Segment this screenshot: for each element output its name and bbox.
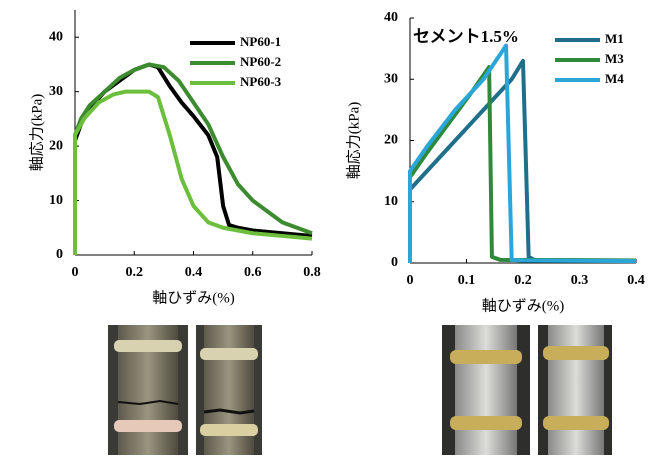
band [543,416,609,430]
y-tick-label: 0 [391,255,398,270]
y-tick-label: 0 [56,247,63,262]
x-axis-label: 軸ひずみ(%) [152,289,235,306]
x-tick-label: 0.3 [571,273,589,288]
crack [117,399,179,406]
band [450,416,522,430]
x-tick-label: 0.2 [514,273,532,288]
y-tick-label: 20 [49,138,63,153]
x-axis-label: 軸ひずみ(%) [482,297,565,314]
band [450,350,522,364]
photos [108,325,612,455]
specimen [548,325,604,455]
data-line [73,62,313,255]
x-tick-label: 0.1 [458,273,476,288]
annotation: セメント1.5% [413,27,519,46]
y-tick-label: 30 [384,71,398,86]
band [200,424,258,436]
x-tick-label: 0.4 [627,273,645,288]
y-axis-label: 軸応力(kPa) [345,102,362,180]
data-line [73,62,313,255]
data-line [73,89,313,255]
y-tick-label: 40 [49,29,63,44]
y-tick-label: 20 [384,133,398,148]
specimen [455,325,517,455]
legend-label: NP60-1 [240,34,281,49]
band [200,348,258,360]
legend-label: M4 [605,71,624,86]
band [114,420,182,432]
data-line [408,58,637,263]
x-tick-label: 0 [72,265,79,280]
x-tick-label: 0.2 [126,265,144,280]
legend-label: NP60-2 [240,54,281,69]
crack [203,408,255,415]
x-tick-label: 0.6 [244,265,262,280]
y-tick-label: 30 [49,84,63,99]
x-tick-label: 0.8 [303,265,321,280]
y-tick-label: 10 [384,194,398,209]
x-tick-label: 0.4 [185,265,203,280]
legend-label: NP60-3 [240,74,282,89]
y-tick-label: 10 [49,193,63,208]
band [114,340,182,352]
x-tick-label: 0 [407,273,414,288]
y-axis-label: 軸応力(kPa) [28,94,45,172]
band [543,346,609,360]
y-tick-label: 40 [384,10,398,25]
legend-label: M1 [605,31,624,46]
data-line [408,43,637,264]
legend-label: M3 [605,51,624,66]
